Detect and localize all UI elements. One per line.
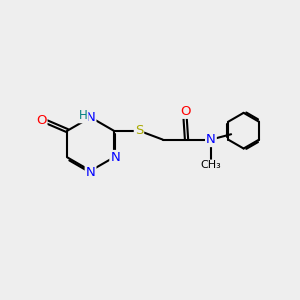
- Text: S: S: [135, 124, 143, 137]
- Text: N: N: [206, 133, 216, 146]
- Text: N: N: [86, 111, 95, 124]
- Text: N: N: [110, 151, 120, 164]
- Text: H: H: [79, 109, 88, 122]
- Text: O: O: [180, 105, 190, 118]
- Text: CH₃: CH₃: [200, 160, 221, 170]
- Text: O: O: [36, 114, 46, 127]
- Text: N: N: [86, 166, 95, 179]
